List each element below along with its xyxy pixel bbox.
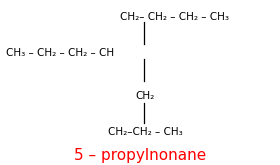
Text: CH₃ – CH₂ – CH₂ – CH: CH₃ – CH₂ – CH₂ – CH (6, 48, 114, 58)
Text: CH₂–CH₂ – CH₃: CH₂–CH₂ – CH₃ (108, 127, 183, 137)
Text: CH₂: CH₂ (136, 91, 155, 101)
Text: CH₂– CH₂ – CH₂ – CH₃: CH₂– CH₂ – CH₂ – CH₃ (120, 12, 229, 21)
Text: 5 – propylnonane: 5 – propylnonane (74, 148, 206, 163)
